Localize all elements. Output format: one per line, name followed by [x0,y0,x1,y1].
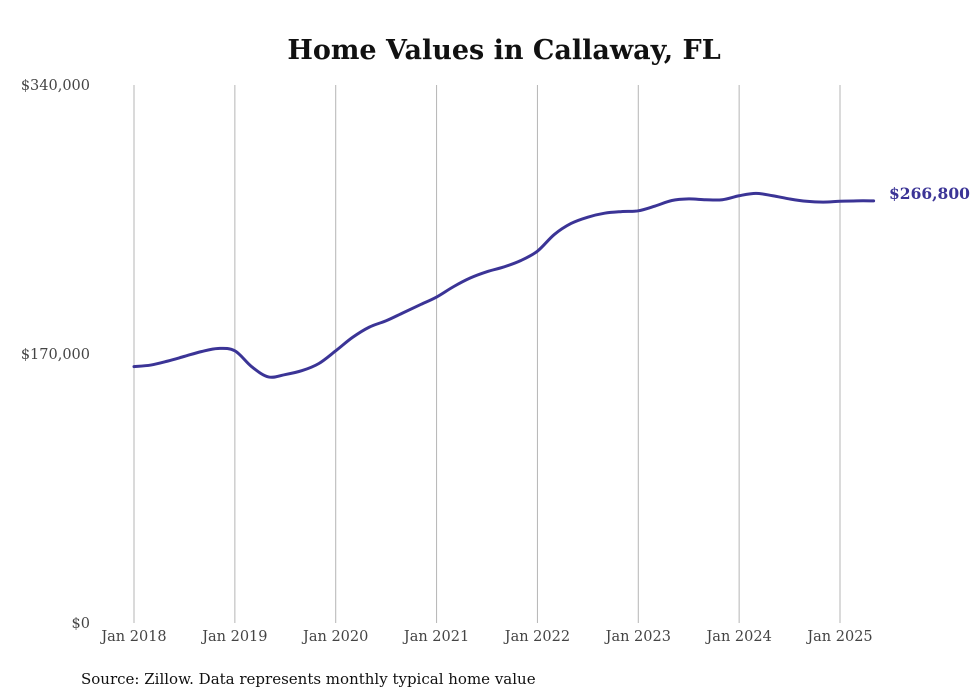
x-tick-label: Jan 2022 [503,629,570,645]
y-tick-label: $0 [72,616,90,632]
y-tick-label: $340,000 [21,78,90,94]
x-tick-label: Jan 2020 [301,629,368,645]
x-tick-label: Jan 2024 [704,629,771,645]
series-line [132,191,876,379]
source-note: Source: Zillow. Data represents monthly … [81,670,536,688]
gridlines [133,85,841,623]
x-tick-label: Jan 2021 [402,629,469,645]
chart-title: Home Values in Callaway, FL [287,35,720,66]
x-tick-label: Jan 2019 [200,629,267,645]
x-tick-label: Jan 2025 [805,629,872,645]
y-axis-ticks: $0 $170,000 $340,000 [21,78,90,632]
x-tick-label: Jan 2023 [604,629,671,645]
x-tick-label: Jan 2018 [99,629,166,645]
end-value-label: $266,800 [889,184,970,203]
y-tick-label: $170,000 [21,347,90,363]
x-axis-ticks: Jan 2018 Jan 2019 Jan 2020 Jan 2021 Jan 2022… [99,629,872,645]
series-layer [132,191,876,379]
